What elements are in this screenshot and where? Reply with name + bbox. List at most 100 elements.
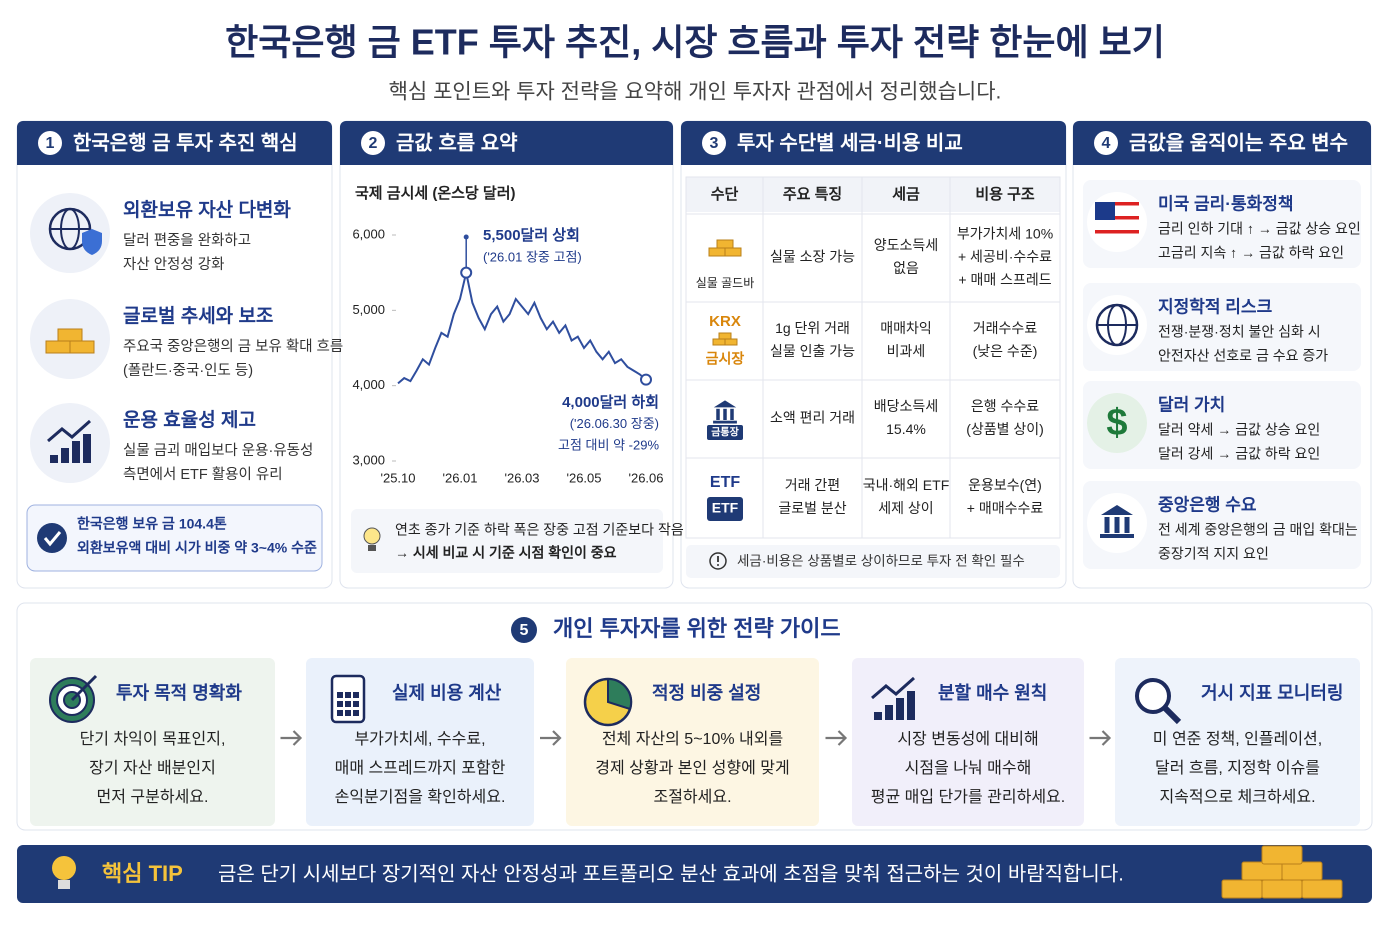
icon — [707, 497, 743, 521]
badge — [38, 131, 62, 155]
icon — [1124, 517, 1130, 533]
icon — [712, 338, 726, 346]
panel-header — [340, 121, 673, 165]
step-text: 달러 흐름, 지정학 이슈를 — [1155, 759, 1320, 777]
icon — [1135, 678, 1171, 714]
step-title: 거시 지표 모니터링 — [1201, 683, 1343, 703]
chart-note — [351, 509, 663, 573]
tip-text: 금은 단기 시세보다 장기적인 자산 안정성과 포트폴리오 분산 효과에 초점을… — [218, 862, 1124, 885]
icon — [363, 527, 381, 545]
x-tick-label: '26.01 — [442, 470, 477, 485]
icon — [871, 676, 915, 700]
table-cell: 없음 — [893, 260, 919, 276]
tip-label: 핵심 TIP — [102, 861, 183, 886]
panel-title: 한국은행 금 투자 추진 핵심 — [73, 131, 298, 154]
factor-text: 달러 약세 → 금값 상승 요인 — [1158, 422, 1320, 438]
factor-text: 중장기적 지지 요인 — [1158, 546, 1269, 562]
step-title: 투자 목적 명확화 — [116, 683, 242, 703]
icon: $ — [1106, 402, 1127, 444]
table-cell: + 매매 스프레드 — [958, 272, 1051, 288]
icon — [368, 545, 376, 551]
table-cell: 1g 단위 거래 — [775, 320, 850, 336]
annotation: ('26.06.30 장중) — [570, 416, 659, 431]
chart-note-text: 연초 종가 기준 하락 폭은 장중 고점 기준보다 작음 — [395, 522, 684, 538]
icon — [717, 564, 719, 566]
factor-text: 전쟁·분쟁·정치 불안 심화 시 — [1158, 324, 1321, 340]
step-text: 매매 스프레드까지 포함한 — [335, 759, 506, 777]
table-cell: 실물 소장 가능 — [770, 249, 855, 265]
table-border — [685, 176, 1061, 539]
icon — [1095, 216, 1139, 220]
badge — [361, 131, 385, 155]
factor-title: 중앙은행 수요 — [1158, 495, 1257, 514]
step-text: 부가가치세, 수수료, — [354, 730, 485, 748]
factor-text: 달러 강세 → 금값 하락 요인 — [1158, 446, 1320, 462]
icon — [353, 692, 359, 698]
decoration — [1241, 861, 1283, 881]
factor-card — [1083, 180, 1361, 268]
factor-title: 달러 가치 — [1158, 394, 1225, 414]
table-header-bg — [686, 177, 1060, 212]
item-title: 외환보유 자산 다변화 — [123, 199, 291, 221]
table-cell: 거래수수료 — [973, 320, 1038, 336]
callout — [26, 504, 323, 572]
y-tick-label: 4,000 — [352, 377, 385, 392]
icon — [707, 425, 743, 440]
step-text: 시장 변동성에 대비해 — [897, 730, 1038, 748]
icon — [730, 408, 734, 420]
factor-title: 미국 금리·통화정책 — [1158, 194, 1294, 213]
step-text: 평균 매입 단가를 관리하세요. — [871, 788, 1065, 806]
row-icon-text: KRX — [709, 313, 741, 330]
tip-bar — [17, 845, 1372, 903]
icon — [353, 701, 359, 707]
page-subtitle: 핵심 포인트와 투자 전략을 요약해 개인 투자자 관점에서 정리했습니다. — [389, 81, 1002, 104]
step-text: 경제 상황과 본인 성향에 맞게 — [595, 759, 789, 777]
badge-number: 3 — [710, 135, 719, 152]
icon — [58, 880, 70, 889]
factor-card — [1083, 283, 1361, 371]
row-icon-text: ETF — [712, 500, 739, 516]
factor-card — [1083, 481, 1361, 569]
table-cell: 부가가치세 10% — [957, 226, 1053, 242]
end-marker — [640, 373, 652, 386]
table-cell: 매매차익 — [880, 320, 932, 336]
icon — [1095, 209, 1139, 213]
page-title: 한국은행 금 ETF 투자 추진, 시장 흐름과 투자 전략 한눈에 보기 — [225, 22, 1165, 63]
chart-note-text: → 시세 비교 시 기준 시점 확인이 중요 — [395, 545, 617, 561]
icon — [1162, 705, 1182, 725]
table-cell: 15.4% — [886, 421, 926, 437]
chart-title: 국제 금시세 (온스당 달러) — [355, 184, 516, 202]
step-arrow — [1089, 730, 1112, 746]
table-cell: 운용보수(연) — [968, 477, 1042, 493]
item-text: 달러 편중을 완화하고 — [123, 232, 251, 249]
icon — [907, 691, 915, 720]
step-title: 적정 비중 설정 — [652, 683, 761, 703]
icon — [1100, 534, 1134, 538]
leader-dot — [463, 234, 469, 240]
x-tick-label: '26.03 — [504, 470, 539, 485]
item-title: 글로벌 추세와 보조 — [123, 305, 273, 327]
icon — [709, 552, 727, 570]
step-text: 먼저 구분하세요. — [97, 788, 209, 806]
icon — [885, 705, 893, 720]
item-text: 자산 안정성 강화 — [123, 256, 224, 273]
item-text: 실물 금괴 매입보다 운용·유동성 — [123, 442, 313, 459]
y-tick-label: 3,000 — [352, 452, 385, 467]
icon — [37, 523, 67, 553]
strategy-title: 개인 투자자를 위한 전략 가이드 — [553, 616, 841, 641]
icon — [72, 441, 80, 463]
icon — [716, 408, 720, 420]
item-title: 운용 효율성 제고 — [123, 409, 256, 431]
step-arrow — [280, 730, 303, 746]
peak-marker — [460, 266, 473, 279]
badge-number: 4 — [1102, 135, 1111, 152]
badge — [511, 617, 537, 643]
icon — [57, 328, 83, 342]
panel-header — [681, 121, 1066, 165]
table-cell: 양도소득세 — [874, 237, 938, 253]
table-cell: + 매매수수료 — [967, 500, 1044, 516]
row-label: ETF — [710, 474, 740, 491]
icon — [716, 239, 734, 249]
panel-header — [17, 121, 332, 165]
step-arrow — [825, 730, 848, 746]
